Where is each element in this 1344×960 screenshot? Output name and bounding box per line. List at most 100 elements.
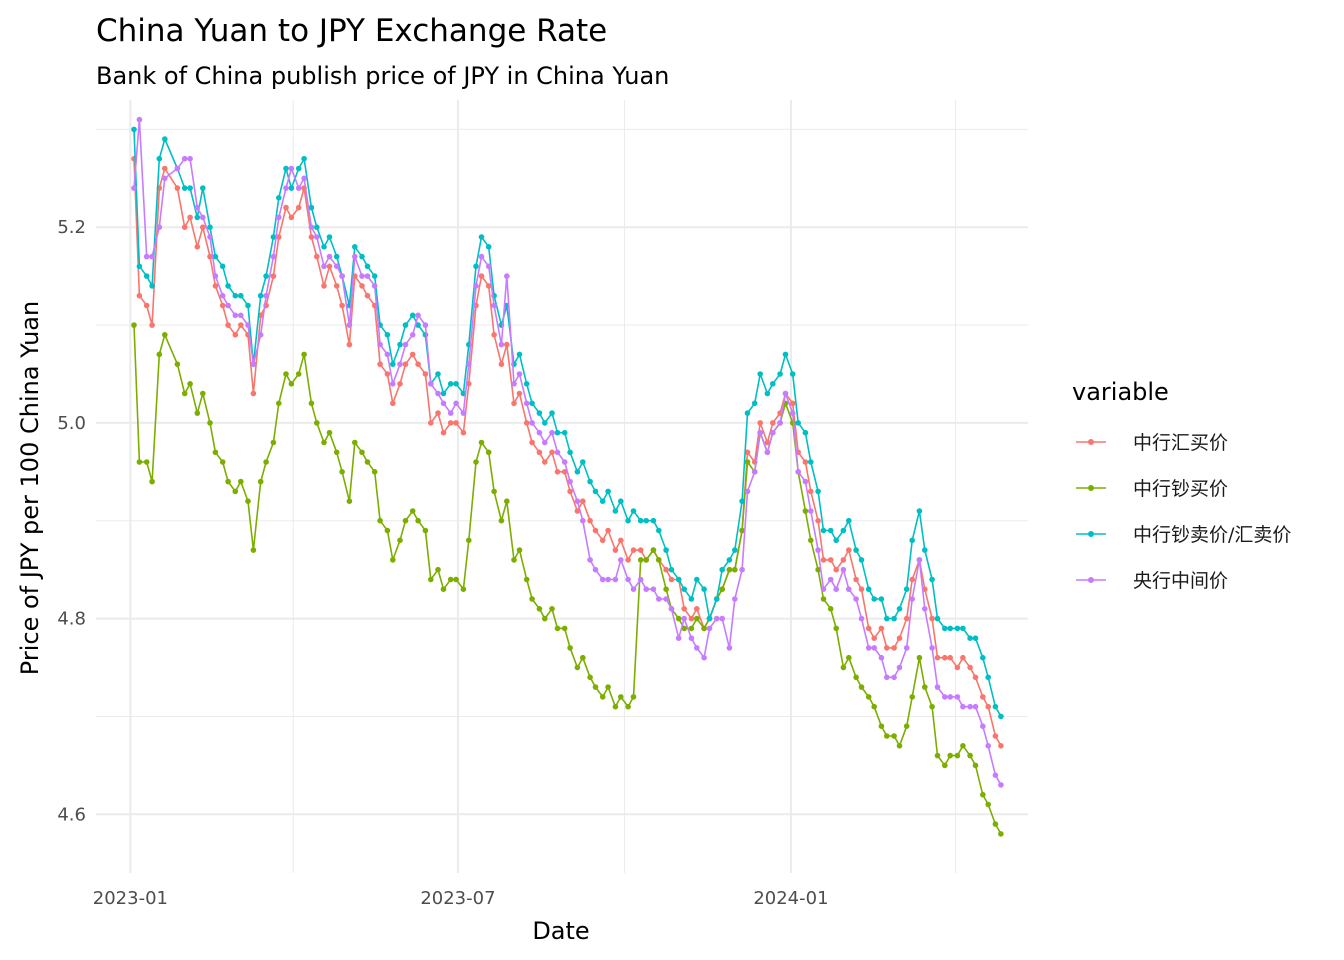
- data-point: [896, 664, 903, 671]
- data-point: [808, 508, 814, 514]
- data-point: [871, 596, 877, 602]
- data-point: [149, 253, 155, 260]
- data-point: [270, 273, 277, 279]
- data-point: [808, 459, 814, 465]
- data-point: [200, 214, 206, 221]
- data-point: [777, 371, 783, 377]
- data-point: [460, 410, 467, 416]
- legend-key-point: [1088, 439, 1094, 445]
- data-point: [561, 459, 568, 465]
- data-point: [333, 253, 340, 260]
- data-point: [878, 654, 885, 661]
- data-point: [390, 557, 396, 563]
- data-point: [896, 743, 903, 749]
- data-point: [333, 449, 340, 456]
- data-point: [599, 498, 606, 505]
- data-point: [688, 635, 695, 641]
- data-point: [181, 224, 188, 230]
- data-point: [853, 547, 859, 553]
- data-point: [245, 302, 251, 309]
- data-point: [225, 302, 231, 309]
- data-point: [181, 390, 188, 397]
- data-point: [934, 654, 941, 661]
- data-point: [301, 155, 307, 162]
- data-point: [802, 429, 809, 436]
- data-point: [668, 606, 675, 612]
- data-point: [225, 478, 231, 485]
- data-point: [478, 253, 485, 260]
- data-point: [980, 694, 986, 700]
- data-point: [390, 381, 396, 387]
- data-point: [149, 283, 155, 289]
- data-point: [377, 341, 383, 348]
- data-point: [719, 586, 725, 592]
- data-point: [574, 508, 581, 514]
- data-point: [599, 537, 606, 544]
- data-point: [478, 439, 485, 446]
- data-point: [136, 292, 143, 299]
- data-point: [263, 292, 269, 299]
- data-point: [815, 566, 821, 573]
- legend-key-point: [1088, 485, 1094, 491]
- data-point: [397, 341, 403, 348]
- data-point: [491, 332, 497, 338]
- data-point: [460, 586, 467, 592]
- data-point: [587, 517, 593, 524]
- data-point: [618, 498, 624, 505]
- data-point: [618, 557, 624, 563]
- data-point: [276, 234, 282, 240]
- data-point: [364, 292, 371, 299]
- data-point: [321, 439, 327, 446]
- data-point: [580, 654, 586, 661]
- data-point: [688, 596, 695, 602]
- data-point: [415, 517, 421, 524]
- data-point: [884, 733, 890, 739]
- data-point: [858, 684, 865, 690]
- data-point: [542, 459, 548, 465]
- data-point: [339, 273, 345, 279]
- data-point: [428, 381, 434, 387]
- data-point: [212, 283, 219, 289]
- data-point: [688, 615, 695, 622]
- data-point: [187, 214, 193, 221]
- data-point: [440, 400, 447, 407]
- data-point: [529, 420, 535, 426]
- data-point: [516, 351, 523, 358]
- data-point: [523, 381, 530, 387]
- data-point: [371, 283, 378, 289]
- data-point: [402, 517, 409, 524]
- data-point: [283, 204, 289, 211]
- data-point: [656, 557, 662, 563]
- legend-item: 央行中间价: [1076, 570, 1228, 592]
- data-point: [694, 645, 700, 651]
- data-point: [612, 508, 619, 514]
- data-point: [643, 517, 649, 524]
- data-point: [238, 312, 244, 319]
- data-point: [954, 625, 961, 632]
- data-point: [536, 606, 543, 612]
- data-point: [681, 586, 687, 592]
- data-point: [967, 635, 973, 641]
- data-point: [947, 752, 953, 759]
- data-point: [549, 410, 555, 416]
- data-point: [225, 322, 231, 328]
- data-point: [846, 586, 852, 592]
- data-point: [473, 283, 479, 289]
- data-point: [853, 674, 859, 681]
- data-point: [688, 625, 695, 632]
- data-point: [352, 253, 358, 260]
- data-point: [536, 429, 543, 436]
- data-point: [694, 615, 700, 622]
- data-point: [903, 723, 910, 729]
- data-point: [308, 204, 315, 211]
- data-point: [149, 478, 155, 485]
- legend-label: 中行钞卖价/汇卖价: [1133, 524, 1291, 546]
- data-point: [650, 517, 657, 524]
- data-point: [580, 517, 586, 524]
- data-point: [174, 185, 181, 191]
- data-point: [637, 547, 644, 553]
- data-point: [992, 821, 999, 827]
- data-point: [764, 390, 771, 397]
- data-point: [136, 263, 143, 270]
- data-point: [288, 165, 295, 172]
